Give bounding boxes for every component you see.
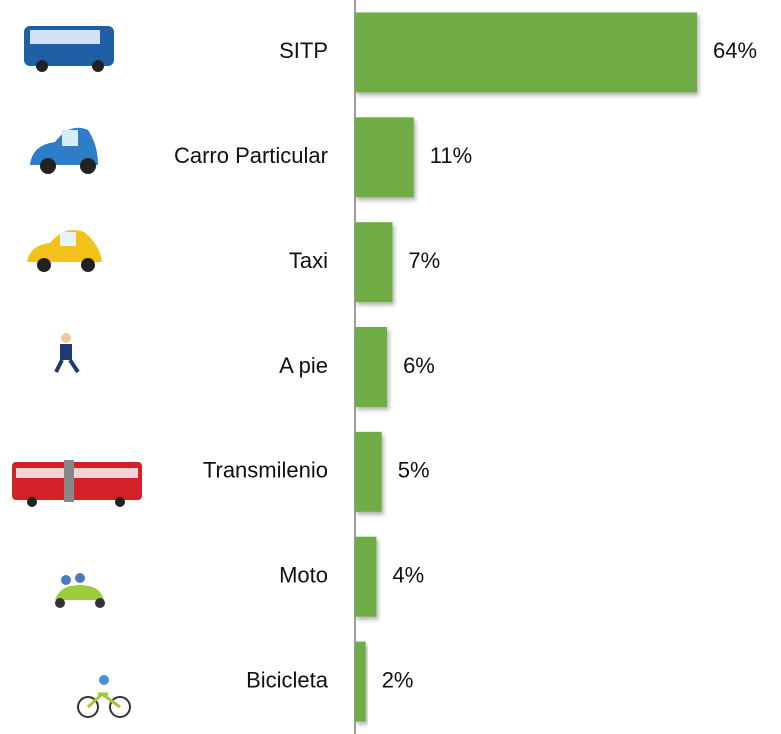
bar	[355, 537, 376, 617]
category-label: Bicicleta	[246, 667, 329, 692]
category-label: SITP	[279, 38, 328, 63]
moto-icon	[55, 573, 105, 608]
bar	[355, 222, 392, 302]
bar	[355, 432, 382, 512]
walker-icon	[56, 333, 78, 372]
value-label: 64%	[713, 38, 757, 63]
bar	[355, 327, 387, 407]
category-label: Taxi	[289, 248, 328, 273]
value-label: 11%	[430, 143, 472, 168]
value-label: 6%	[403, 353, 435, 378]
chart: SITP 64% Carro Particular 11% Taxi 7% A pie 6% T…	[0, 0, 781, 734]
value-label: 4%	[392, 563, 424, 588]
value-label: 5%	[398, 458, 430, 483]
category-label: A pie	[279, 353, 328, 378]
value-label: 2%	[382, 667, 414, 692]
value-label: 7%	[408, 248, 440, 273]
bar	[355, 12, 697, 92]
category-label: Carro Particular	[174, 143, 328, 168]
bar	[355, 642, 366, 722]
category-label: Transmilenio	[203, 458, 328, 483]
car-icon	[30, 128, 98, 174]
bicycle-icon	[78, 675, 130, 717]
bus-icon	[24, 26, 114, 72]
transmilenio-icon	[12, 460, 142, 507]
bar	[355, 117, 414, 197]
category-label: Moto	[279, 563, 328, 588]
taxi-icon	[27, 230, 102, 272]
